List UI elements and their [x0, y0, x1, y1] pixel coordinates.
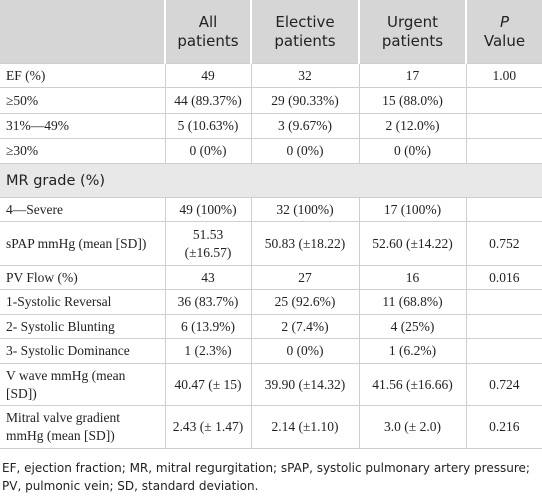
header-blank: [0, 0, 165, 64]
cell: 51.53 (±16.57): [164, 221, 252, 266]
cell: 17: [358, 63, 467, 88]
table-row: sPAP mmHg (mean [SD]) 51.53 (±16.57) 50.83…: [0, 221, 542, 266]
cell: 1 (6.2%): [358, 338, 467, 364]
row-label: 3- Systolic Dominance: [0, 338, 166, 364]
cell: 3.0 (± 2.0): [358, 405, 467, 449]
cell: 17 (100%): [358, 197, 467, 222]
data-table: All patients Elective patients Urgent pati…: [0, 0, 542, 449]
row-label: sPAP mmHg (mean [SD]): [0, 221, 166, 266]
cell: 36 (83.7%): [164, 289, 252, 315]
cell: 0.016: [465, 265, 542, 290]
table-row: Mitral valve gradient mmHg (mean [SD]) 2.…: [0, 405, 542, 449]
table-row: 3- Systolic Dominance 1 (2.3%) 0 (0%) 1 (6.…: [0, 338, 542, 364]
header-value: Value: [483, 31, 526, 50]
table-row: 1-Systolic Reversal 36 (83.7%) 25 (92.6%) 1…: [0, 289, 542, 315]
header-p: P: [499, 12, 510, 31]
row-label: 4—Severe: [0, 197, 166, 222]
section-label: MR grade (%): [0, 163, 542, 198]
cell: 40.47 (± 15): [164, 363, 252, 406]
cell: 16: [358, 265, 467, 290]
empty-cell: [465, 113, 542, 139]
cell: 6 (13.9%): [164, 314, 252, 339]
cell: 43: [164, 265, 252, 290]
cell: 4 (25%): [358, 314, 467, 339]
cell: 2 (12.0%): [358, 113, 467, 139]
empty-cell: [465, 197, 542, 222]
row-label: V wave mmHg (mean [SD]): [0, 363, 166, 406]
cell: 32 (100%): [250, 197, 360, 222]
column-header: Urgent patients: [358, 0, 466, 64]
cell: 0 (0%): [250, 338, 360, 364]
cell: 2.14 (±1.10): [250, 405, 360, 449]
column-header: Elective patients: [250, 0, 359, 64]
cell: 1 (2.3%): [164, 338, 252, 364]
empty-cell: [465, 338, 542, 364]
cell: 27: [250, 265, 360, 290]
cell: 5 (10.63%): [164, 113, 252, 139]
row-label: Mitral valve gradient mmHg (mean [SD]): [0, 405, 166, 449]
row-label: PV Flow (%): [0, 265, 166, 290]
cell: 11 (68.8%): [358, 289, 467, 315]
cell: 39.90 (±14.32): [250, 363, 360, 406]
cell: 0.752: [465, 221, 542, 266]
row-label: 31%—49%: [0, 113, 166, 139]
cell: 2.43 (± 1.47): [164, 405, 252, 449]
cell: 44 (89.37%): [164, 87, 252, 114]
cell: 32: [250, 63, 360, 88]
cell: 0 (0%): [250, 138, 360, 164]
cell: 0.216: [465, 405, 542, 449]
row-label: 1-Systolic Reversal: [0, 289, 166, 315]
table-row: 4—Severe 49 (100%) 32 (100%) 17 (100%): [0, 197, 542, 222]
empty-cell: [465, 289, 542, 315]
cell: 3 (9.67%): [250, 113, 360, 139]
table-row: 31%—49% 5 (10.63%) 3 (9.67%) 2 (12.0%): [0, 113, 542, 139]
cell: 25 (92.6%): [250, 289, 360, 315]
cell: 41.56 (±16.66): [358, 363, 467, 406]
row-label: 2- Systolic Blunting: [0, 314, 166, 339]
table-row: MR grade (%): [0, 163, 542, 198]
row-label: ≥50%: [0, 87, 166, 114]
table-row: ≥50% 44 (89.37%) 29 (90.33%) 15 (88.0%): [0, 87, 542, 114]
cell: 29 (90.33%): [250, 87, 360, 114]
cell: 15 (88.0%): [358, 87, 467, 114]
empty-cell: [465, 138, 542, 164]
table-row: PV Flow (%) 43 27 16 0.016: [0, 265, 542, 290]
empty-cell: [465, 87, 542, 114]
cell: 49 (100%): [164, 197, 252, 222]
empty-cell: [465, 314, 542, 339]
column-header: All patients: [164, 0, 251, 64]
cell: 0 (0%): [358, 138, 467, 164]
column-header: P Value: [465, 0, 542, 64]
header-row: All patients Elective patients Urgent pati…: [0, 0, 542, 64]
cell: 2 (7.4%): [250, 314, 360, 339]
row-label: ≥30%: [0, 138, 166, 164]
cell: 50.83 (±18.22): [250, 221, 360, 266]
table-row: ≥30% 0 (0%) 0 (0%) 0 (0%): [0, 138, 542, 164]
cell: 49: [164, 63, 252, 88]
cell: 52.60 (±14.22): [358, 221, 467, 266]
table-row: 2- Systolic Blunting 6 (13.9%) 2 (7.4%) 4 (…: [0, 314, 542, 339]
table-row: V wave mmHg (mean [SD]) 40.47 (± 15) 39.90…: [0, 363, 542, 406]
cell: 1.00: [465, 63, 542, 88]
cell: 0.724: [465, 363, 542, 406]
footnote: EF, ejection fraction; MR, mitral regurg…: [2, 461, 530, 493]
table-row: EF (%) 49 32 17 1.00: [0, 63, 542, 88]
row-label: EF (%): [0, 63, 166, 88]
cell: 0 (0%): [164, 138, 252, 164]
